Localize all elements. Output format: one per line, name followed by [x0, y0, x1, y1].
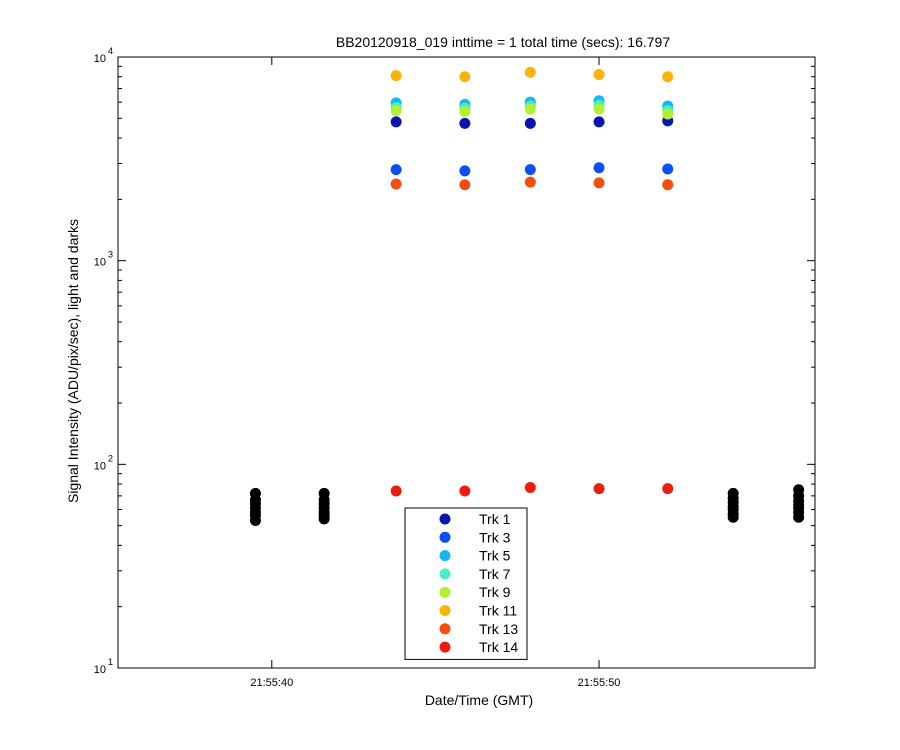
data-point [593, 483, 605, 495]
legend-box [404, 507, 528, 660]
y-tick-label: 10 [94, 257, 106, 269]
series-8 [249, 484, 805, 526]
data-point [593, 162, 605, 174]
legend-label: Trk 5 [479, 548, 511, 564]
plot-area-border [117, 56, 816, 669]
series-7 [390, 481, 674, 497]
x-tick-label: 21:55:40 [250, 677, 293, 689]
data-point [727, 511, 739, 523]
data-point [593, 177, 605, 189]
series-5 [390, 66, 674, 83]
data-point [524, 66, 536, 78]
data-point [593, 103, 605, 115]
x-tick-label: 21:55:50 [578, 677, 621, 689]
chart-title: BB20120918_019 inttime = 1 total time (s… [336, 34, 670, 50]
data-point [524, 103, 536, 115]
legend: Trk 1 Trk 3 Trk 5 Trk 7 Trk 9 Trk 11 Trk 13 Trk… [404, 507, 528, 660]
y-tick-label: 10 [94, 664, 106, 676]
legend-label: Trk 3 [479, 529, 511, 545]
legend-label: Trk 1 [479, 511, 511, 527]
data-points [249, 66, 805, 526]
legend-label: Trk 14 [479, 639, 518, 655]
data-point [524, 176, 536, 188]
y-tick-exponent: 4 [108, 46, 113, 56]
data-point [524, 481, 536, 493]
data-point [524, 164, 536, 176]
data-point [390, 178, 402, 190]
data-point [524, 117, 536, 129]
series-4 [390, 103, 674, 120]
series-1 [390, 162, 674, 177]
legend-marker [439, 568, 451, 580]
y-tick-label: 10 [94, 53, 106, 65]
data-point [459, 485, 471, 497]
legend-marker [439, 550, 451, 562]
data-point [662, 179, 674, 191]
data-point [390, 105, 402, 117]
axes-frame [117, 56, 816, 669]
y-axis-label: Signal Intensity (ADU/pix/sec), light an… [65, 219, 81, 503]
data-point [459, 165, 471, 177]
data-point [593, 69, 605, 81]
data-point [390, 70, 402, 82]
legend-marker [439, 513, 451, 525]
data-point [390, 485, 402, 497]
legend-marker [439, 641, 451, 653]
legend-marker [439, 586, 451, 598]
data-point [662, 71, 674, 83]
data-point [249, 514, 261, 526]
data-point [390, 116, 402, 128]
data-point [459, 117, 471, 129]
legend-label: Trk 7 [479, 566, 511, 582]
tick-marks [118, 56, 815, 669]
legend-label: Trk 11 [479, 603, 517, 619]
legend-marker [439, 623, 451, 635]
x-axis-label: Date/Time (GMT) [425, 692, 533, 708]
data-point [459, 106, 471, 118]
y-tick-exponent: 2 [108, 453, 113, 463]
data-point [459, 71, 471, 83]
data-point [662, 108, 674, 120]
data-point [318, 513, 330, 525]
legend-label: Trk 13 [479, 621, 518, 637]
data-point [793, 511, 805, 523]
y-tick-exponent: 3 [108, 250, 113, 260]
y-tick-label: 10 [94, 460, 106, 472]
data-point [662, 163, 674, 175]
data-point [390, 164, 402, 176]
data-point [593, 116, 605, 128]
legend-marker [439, 531, 451, 543]
data-point [662, 483, 674, 495]
legend-marker [439, 605, 451, 616]
legend-label: Trk 9 [479, 584, 511, 600]
series-6 [390, 176, 674, 191]
y-tick-exponent: 1 [108, 657, 113, 667]
data-point [459, 179, 471, 191]
